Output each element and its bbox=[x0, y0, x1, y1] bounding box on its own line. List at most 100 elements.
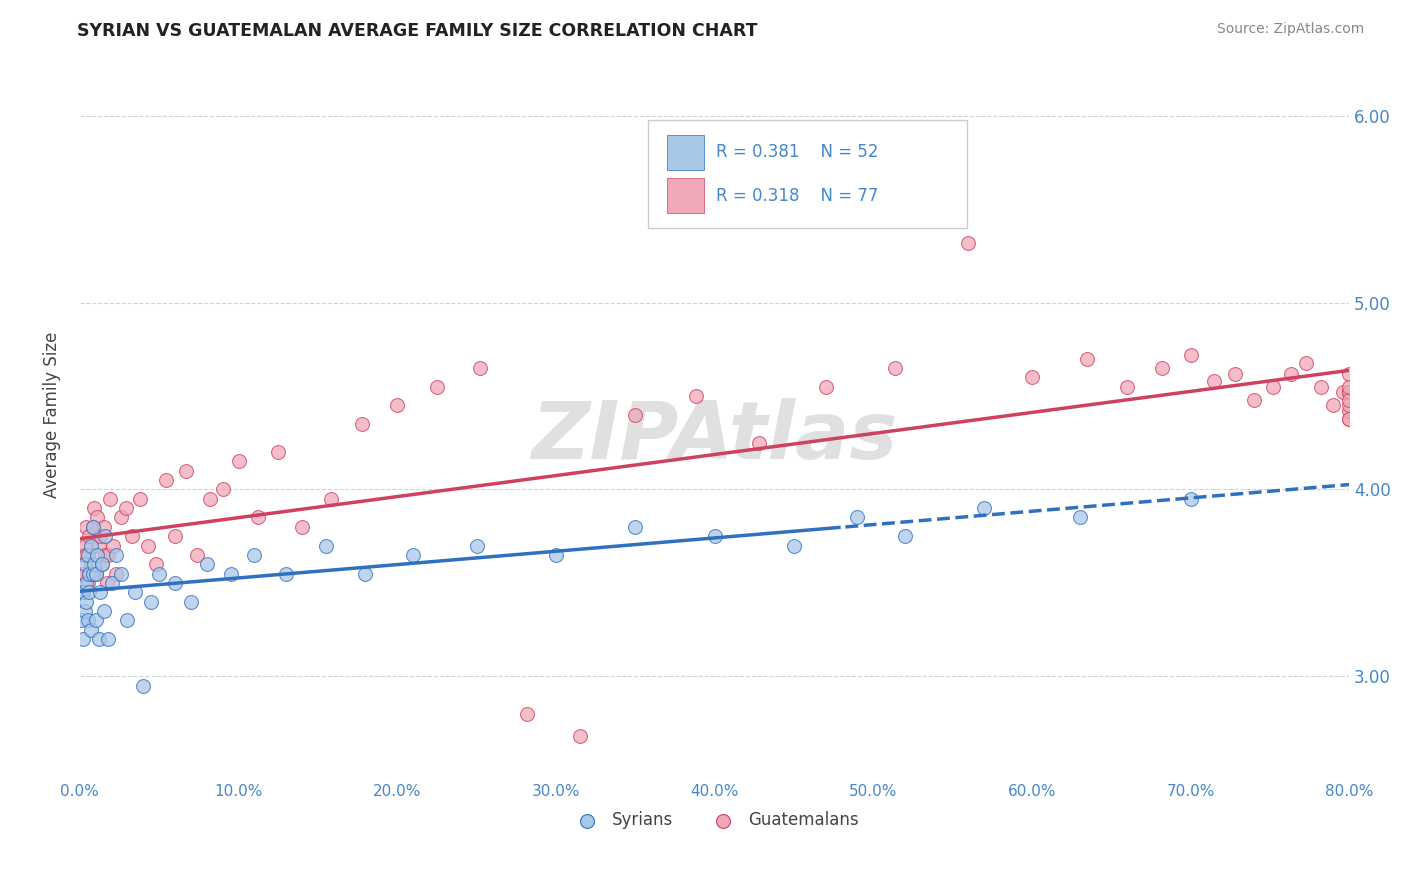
Point bbox=[1339, 411, 1361, 425]
Point bbox=[110, 566, 132, 581]
Point bbox=[70, 566, 93, 581]
Point bbox=[1339, 380, 1361, 394]
Point bbox=[72, 548, 94, 562]
Point bbox=[79, 566, 101, 581]
Point bbox=[93, 604, 115, 618]
Point bbox=[174, 464, 197, 478]
Point bbox=[352, 417, 374, 431]
Point bbox=[884, 361, 907, 376]
Point bbox=[1331, 385, 1354, 400]
Point bbox=[1204, 374, 1226, 388]
Point bbox=[1339, 399, 1361, 413]
Point bbox=[75, 575, 97, 590]
Point bbox=[1223, 367, 1246, 381]
Point bbox=[402, 548, 425, 562]
Point bbox=[1243, 392, 1265, 407]
Point bbox=[1339, 367, 1361, 381]
Point bbox=[1021, 370, 1043, 384]
Point bbox=[72, 585, 94, 599]
Point bbox=[73, 566, 96, 581]
Point bbox=[87, 632, 110, 646]
Point bbox=[73, 604, 96, 618]
Point bbox=[83, 501, 105, 516]
Point bbox=[97, 632, 120, 646]
Point bbox=[1116, 380, 1139, 394]
Point bbox=[243, 548, 266, 562]
Legend: Syrians, Guatemalans: Syrians, Guatemalans bbox=[564, 805, 866, 836]
Point bbox=[1180, 491, 1202, 506]
Point bbox=[973, 501, 995, 516]
Point bbox=[100, 575, 122, 590]
Point bbox=[82, 520, 104, 534]
Point bbox=[219, 566, 242, 581]
Point bbox=[84, 613, 107, 627]
Point bbox=[94, 548, 117, 562]
Point bbox=[73, 557, 96, 571]
Point bbox=[1076, 351, 1098, 366]
Point bbox=[75, 548, 97, 562]
Point bbox=[89, 585, 111, 599]
Point bbox=[75, 520, 97, 534]
Point bbox=[465, 539, 488, 553]
Point bbox=[1339, 385, 1361, 400]
Point bbox=[783, 539, 806, 553]
Point bbox=[568, 729, 591, 743]
Point bbox=[1339, 411, 1361, 425]
Point bbox=[87, 539, 110, 553]
Point bbox=[267, 445, 290, 459]
Point bbox=[105, 566, 128, 581]
Point bbox=[94, 529, 117, 543]
Point bbox=[80, 539, 103, 553]
Point bbox=[1309, 380, 1331, 394]
Point bbox=[165, 529, 187, 543]
Point bbox=[1069, 510, 1091, 524]
Point bbox=[228, 454, 250, 468]
Point bbox=[246, 510, 269, 524]
Point bbox=[894, 529, 917, 543]
Point bbox=[748, 435, 770, 450]
Point bbox=[91, 557, 114, 571]
Point bbox=[685, 389, 707, 403]
Point bbox=[145, 557, 167, 571]
Point bbox=[291, 520, 314, 534]
Text: ZIPAtlas: ZIPAtlas bbox=[531, 398, 897, 475]
Point bbox=[354, 566, 377, 581]
Point bbox=[96, 575, 118, 590]
Point bbox=[72, 632, 94, 646]
Point bbox=[957, 235, 980, 250]
Point bbox=[76, 575, 98, 590]
Point bbox=[1180, 348, 1202, 362]
Point bbox=[136, 539, 159, 553]
Point bbox=[624, 520, 647, 534]
Point bbox=[121, 529, 143, 543]
Point bbox=[468, 361, 491, 376]
Point bbox=[124, 585, 146, 599]
Point bbox=[1150, 361, 1173, 376]
Point bbox=[1322, 399, 1344, 413]
Point bbox=[98, 491, 121, 506]
Point bbox=[79, 529, 101, 543]
Point bbox=[110, 510, 132, 524]
Point bbox=[89, 529, 111, 543]
Point bbox=[387, 399, 409, 413]
Point bbox=[186, 548, 208, 562]
Point bbox=[814, 380, 837, 394]
Point bbox=[83, 557, 105, 571]
Point bbox=[198, 491, 221, 506]
Point bbox=[155, 473, 177, 487]
Point bbox=[105, 548, 128, 562]
Point bbox=[1295, 355, 1317, 369]
Point bbox=[75, 594, 97, 608]
Point bbox=[180, 594, 202, 608]
Point bbox=[276, 566, 298, 581]
Point bbox=[516, 706, 538, 721]
Point bbox=[132, 679, 155, 693]
Point bbox=[86, 548, 108, 562]
Point bbox=[73, 539, 96, 553]
Point bbox=[117, 613, 139, 627]
Point bbox=[82, 520, 104, 534]
Point bbox=[79, 566, 101, 581]
Point bbox=[76, 548, 98, 562]
Point bbox=[703, 529, 725, 543]
Point bbox=[84, 566, 107, 581]
